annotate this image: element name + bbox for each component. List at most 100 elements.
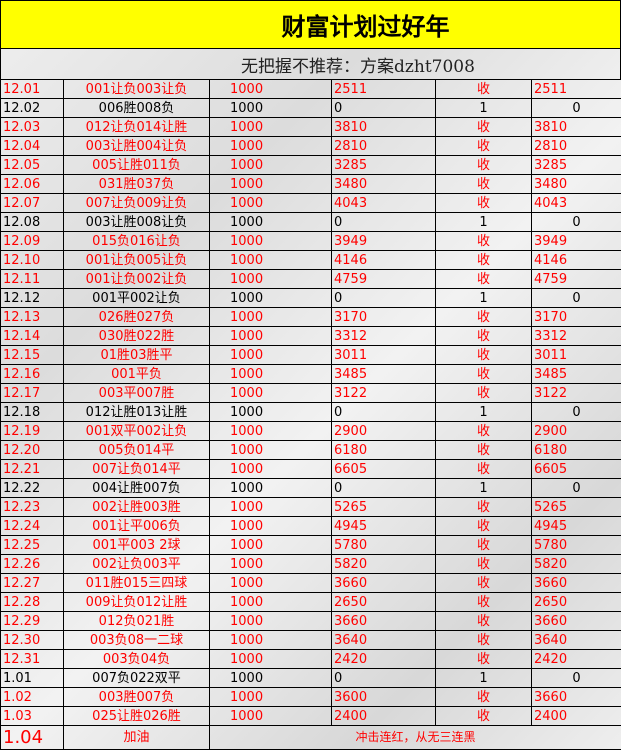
return-cell: 2420 <box>332 650 436 669</box>
result-cell: 0 <box>532 669 621 688</box>
footer-action: 加油 <box>64 726 210 750</box>
date-cell: 12.06 <box>1 175 64 194</box>
match-cell: 003胜007负 <box>64 688 210 707</box>
status-cell: 1 <box>436 99 532 118</box>
match-cell: 006胜008负 <box>64 99 210 118</box>
status-cell: 收 <box>436 327 532 346</box>
return-cell: 3285 <box>332 156 436 175</box>
return-cell: 4759 <box>332 270 436 289</box>
date-cell: 12.02 <box>1 99 64 118</box>
match-cell: 001平003 2球 <box>64 536 210 555</box>
match-cell: 025让胜026胜 <box>64 707 210 726</box>
return-cell: 3485 <box>332 365 436 384</box>
date-cell: 12.22 <box>1 479 64 498</box>
stake-cell: 1000 <box>210 270 332 289</box>
stake-cell: 1000 <box>210 156 332 175</box>
match-cell: 003让胜008让负 <box>64 213 210 232</box>
result-cell: 3170 <box>532 308 621 327</box>
match-cell: 012让胜013让胜 <box>64 403 210 422</box>
status-cell: 收 <box>436 194 532 213</box>
status-cell: 收 <box>436 612 532 631</box>
stake-cell: 1000 <box>210 707 332 726</box>
match-cell: 001双平002让负 <box>64 422 210 441</box>
date-cell: 12.30 <box>1 631 64 650</box>
footer-date: 1.04 <box>1 726 64 750</box>
date-cell: 12.01 <box>1 80 64 99</box>
match-cell: 003平007胜 <box>64 384 210 403</box>
status-cell: 1 <box>436 403 532 422</box>
return-cell: 3312 <box>332 327 436 346</box>
match-cell: 001让负005让负 <box>64 251 210 270</box>
status-cell: 收 <box>436 80 532 99</box>
return-cell: 2511 <box>332 80 436 99</box>
return-cell: 4945 <box>332 517 436 536</box>
result-cell: 4759 <box>532 270 621 289</box>
date-cell: 12.28 <box>1 593 64 612</box>
return-cell: 0 <box>332 479 436 498</box>
return-cell: 3640 <box>332 631 436 650</box>
date-cell: 1.01 <box>1 669 64 688</box>
result-cell: 3312 <box>532 327 621 346</box>
date-cell: 12.17 <box>1 384 64 403</box>
return-cell: 6180 <box>332 441 436 460</box>
stake-cell: 1000 <box>210 517 332 536</box>
result-cell: 4146 <box>532 251 621 270</box>
date-cell: 1.03 <box>1 707 64 726</box>
return-cell: 3660 <box>332 574 436 593</box>
result-cell: 3285 <box>532 156 621 175</box>
date-cell: 12.16 <box>1 365 64 384</box>
date-cell: 12.08 <box>1 213 64 232</box>
match-cell: 007负022双平 <box>64 669 210 688</box>
date-cell: 12.20 <box>1 441 64 460</box>
stake-cell: 1000 <box>210 555 332 574</box>
result-cell: 5780 <box>532 536 621 555</box>
return-cell: 4043 <box>332 194 436 213</box>
match-cell: 003负04负 <box>64 650 210 669</box>
stake-cell: 1000 <box>210 688 332 707</box>
status-cell: 收 <box>436 460 532 479</box>
status-cell: 收 <box>436 688 532 707</box>
status-cell: 1 <box>436 479 532 498</box>
status-cell: 1 <box>436 289 532 308</box>
status-cell: 收 <box>436 384 532 403</box>
result-cell: 0 <box>532 213 621 232</box>
match-cell: 002让负003平 <box>64 555 210 574</box>
result-cell: 2650 <box>532 593 621 612</box>
stake-cell: 1000 <box>210 251 332 270</box>
match-cell: 012让负014让胜 <box>64 118 210 137</box>
date-cell: 12.03 <box>1 118 64 137</box>
date-cell: 12.23 <box>1 498 64 517</box>
date-cell: 12.27 <box>1 574 64 593</box>
date-cell: 12.26 <box>1 555 64 574</box>
status-cell: 收 <box>436 365 532 384</box>
status-cell: 1 <box>436 669 532 688</box>
result-cell: 3660 <box>532 688 621 707</box>
return-cell: 4146 <box>332 251 436 270</box>
date-cell: 12.13 <box>1 308 64 327</box>
status-cell: 收 <box>436 441 532 460</box>
result-cell: 3949 <box>532 232 621 251</box>
return-cell: 3011 <box>332 346 436 365</box>
date-cell: 12.19 <box>1 422 64 441</box>
stake-cell: 1000 <box>210 422 332 441</box>
status-cell: 收 <box>436 346 532 365</box>
status-cell: 收 <box>436 593 532 612</box>
status-cell: 收 <box>436 118 532 137</box>
date-cell: 12.07 <box>1 194 64 213</box>
return-cell: 5265 <box>332 498 436 517</box>
return-cell: 2900 <box>332 422 436 441</box>
